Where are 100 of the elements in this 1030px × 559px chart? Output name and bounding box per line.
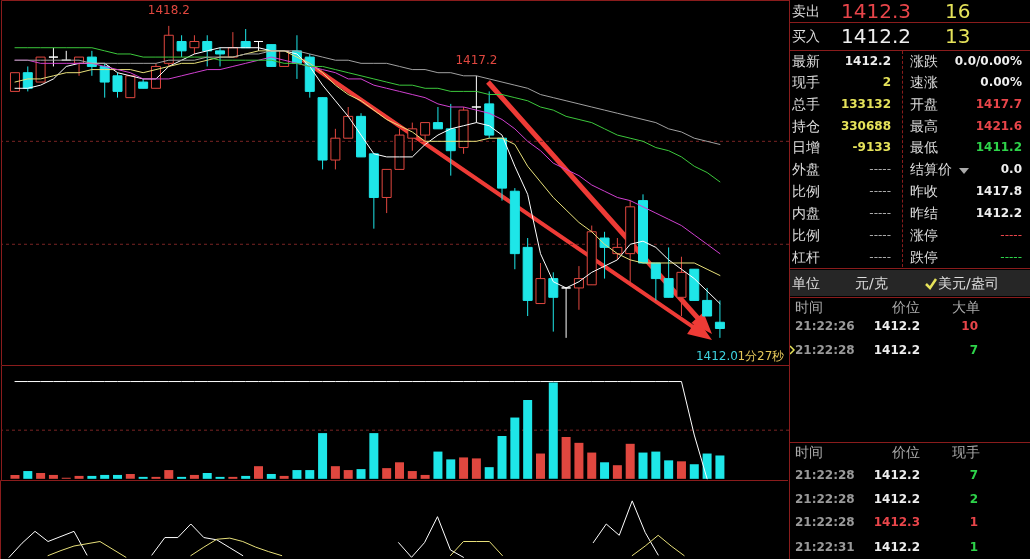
text: 现手 (792, 74, 820, 90)
candlestick (176, 34, 187, 58)
text: 总手 (792, 96, 820, 112)
text: 开盘 (910, 96, 938, 112)
text: 昨收 (910, 183, 938, 199)
text: 330688 (840, 119, 891, 133)
annotation: 1417.2 (455, 52, 498, 67)
text: 1412.0 (695, 348, 738, 363)
candlestick (420, 122, 431, 142)
bar (394, 462, 404, 479)
bar (523, 400, 533, 479)
bar (189, 474, 199, 479)
candlestick (702, 287, 713, 317)
candlestick (112, 72, 123, 99)
bar (23, 471, 33, 479)
bar (369, 433, 379, 479)
text: 1412.2 (873, 468, 920, 482)
text: 21:22:28 (795, 468, 855, 482)
bar (254, 466, 263, 479)
bar (279, 475, 289, 479)
bar (702, 453, 712, 479)
text: 结算价 (910, 161, 952, 177)
text: 21:22:28 (795, 515, 855, 529)
text: 内盘 (792, 205, 820, 221)
text: 1412.3 (873, 515, 920, 529)
text: 日增 (792, 139, 820, 155)
text: 杠杆 (792, 249, 820, 265)
bar (74, 475, 84, 479)
bar (600, 462, 610, 479)
text: 比例 (792, 227, 820, 243)
candlestick (215, 47, 226, 67)
bar (497, 436, 507, 479)
bar (471, 458, 481, 479)
text: 7 (969, 343, 978, 357)
text: 1分27秒 (737, 348, 785, 363)
text: 133132 (840, 97, 891, 111)
text: 1417.8 (975, 184, 1022, 198)
bar (382, 468, 392, 479)
bar (433, 451, 443, 479)
bar (36, 472, 46, 479)
text: 最高 (910, 118, 938, 134)
candlestick (663, 246, 674, 298)
text: 涨停 (910, 227, 938, 243)
bar (292, 470, 302, 479)
text: 1412.2 (873, 319, 920, 333)
bar (638, 452, 648, 479)
text: 1417.7 (975, 97, 1022, 111)
text: 昨结 (910, 205, 938, 221)
bar (664, 460, 674, 479)
text: 21:22:28 (795, 492, 855, 506)
bar (459, 457, 469, 479)
text: ----- (869, 228, 891, 242)
bar (651, 451, 661, 479)
text: 1421.6 (975, 119, 1022, 133)
bar (241, 475, 251, 479)
text: ----- (1000, 228, 1022, 242)
text: 21:22:26 (795, 319, 855, 333)
text: 最新 (792, 53, 820, 69)
candlestick (714, 299, 725, 339)
text: 时间 (795, 444, 823, 460)
text: 1 (969, 515, 978, 529)
text: 1412.2 (844, 54, 891, 68)
bar (100, 474, 110, 479)
text: 1412.2 (841, 24, 911, 48)
text: 0.0/0.00% (954, 54, 1022, 68)
text: 2 (969, 492, 978, 506)
text: 时间 (795, 299, 823, 315)
text: ----- (869, 162, 891, 176)
bar (407, 471, 417, 479)
bar (561, 437, 571, 479)
bar (125, 473, 135, 479)
bar (266, 473, 276, 479)
text: 价位 (892, 299, 920, 315)
text: 最低 (910, 139, 938, 155)
text: ----- (869, 184, 891, 198)
text: ----- (869, 250, 891, 264)
text: 美元/盎司 (938, 275, 999, 291)
text: 大单 (952, 299, 980, 315)
candlestick (343, 106, 354, 139)
text: 单位 (792, 275, 820, 291)
bar (535, 453, 545, 479)
candlestick (330, 128, 341, 170)
text: 速涨 (910, 74, 938, 90)
text: -9133 (852, 140, 891, 154)
text: 2 (882, 75, 891, 89)
text: 外盘 (792, 161, 820, 177)
candlestick (445, 103, 456, 177)
text: 买入 (792, 28, 820, 44)
text: 0.00% (980, 75, 1022, 89)
bar (164, 470, 174, 479)
candlestick (48, 47, 59, 67)
candlestick (189, 34, 200, 55)
text: 21:22:28 (795, 343, 855, 357)
bar (330, 466, 340, 479)
bar (305, 470, 315, 479)
bar (113, 474, 123, 479)
text: 卖出 (792, 3, 820, 19)
text: 现手 (952, 444, 980, 460)
text: 10 (961, 319, 978, 333)
bar (548, 382, 558, 479)
